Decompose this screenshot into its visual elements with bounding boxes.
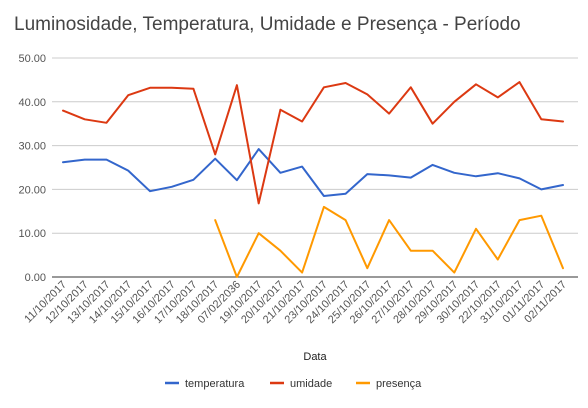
legend-label: presença [376, 378, 422, 390]
x-axis-label: Data [303, 351, 327, 363]
y-tick-label: 40.00 [18, 97, 46, 109]
series-lines [63, 82, 563, 277]
gridlines [52, 58, 578, 277]
series-line-presença [215, 207, 563, 277]
y-axis-ticks: 0.00 10.00 20.00 30.00 40.00 50.00 [18, 53, 46, 284]
y-tick-label: 50.00 [18, 53, 46, 65]
y-tick-label: 20.00 [18, 184, 46, 196]
legend-label: temperatura [185, 378, 245, 390]
y-tick-label: 0.00 [25, 272, 46, 284]
series-line-umidade [63, 82, 563, 203]
x-axis-ticks: 11/10/201712/10/201713/10/201714/10/2017… [22, 279, 569, 326]
legend: temperatura umidade presença [165, 378, 422, 390]
y-tick-label: 10.00 [18, 228, 46, 240]
legend-label: umidade [290, 378, 332, 390]
y-tick-label: 30.00 [18, 141, 46, 153]
